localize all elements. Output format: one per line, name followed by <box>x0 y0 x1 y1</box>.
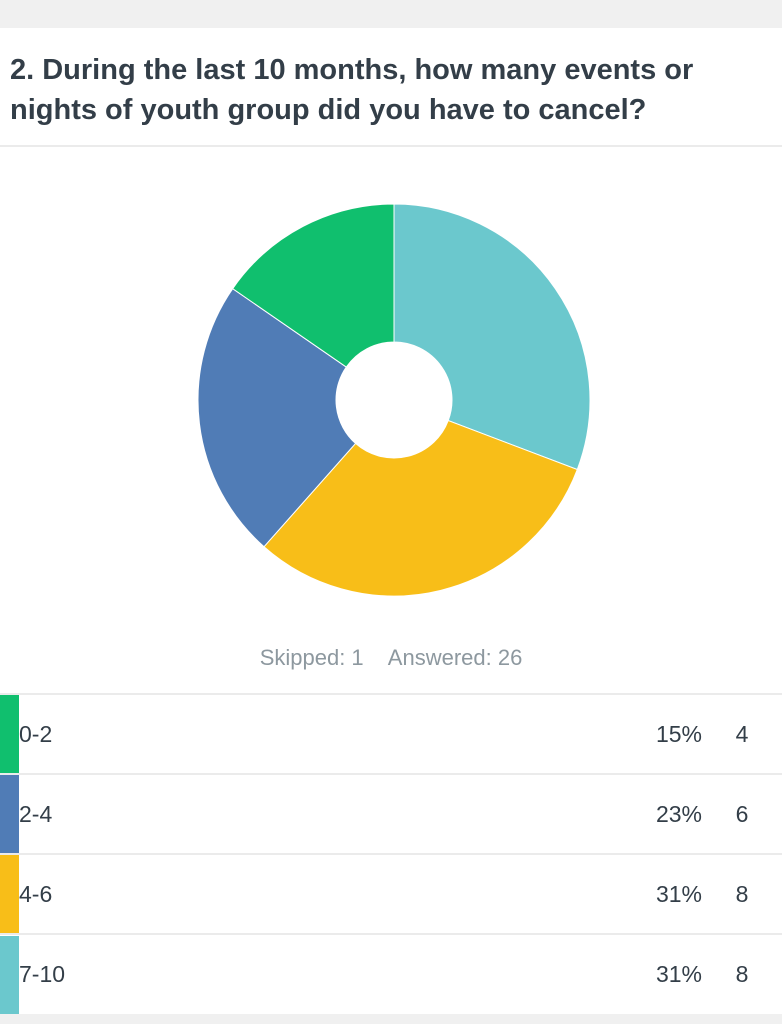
choice-count: 6 <box>735 800 749 827</box>
pie-slice-2-4 <box>197 287 357 548</box>
choice-percent: 31% <box>655 961 702 987</box>
donut-chart <box>197 203 591 597</box>
choice-percent: 31% <box>655 880 702 907</box>
answer-row: 0-2 15% 4 <box>0 694 782 774</box>
choice-percent: 23% <box>655 800 702 827</box>
swatch-cell <box>0 774 19 854</box>
swatch-cell <box>0 934 19 1014</box>
question-title: 2. During the last 10 months, how many e… <box>10 50 770 130</box>
question-card: 2. During the last 10 months, how many e… <box>0 28 782 1014</box>
choice-label: 4-6 <box>19 880 53 907</box>
choice-count: 8 <box>735 880 749 907</box>
color-swatch <box>0 855 19 933</box>
choice-count: 4 <box>735 720 749 747</box>
color-swatch <box>0 695 19 773</box>
answer-row: 4-6 31% 8 <box>0 854 782 934</box>
pie-slice-4-6 <box>263 419 578 597</box>
response-summary: Skipped: 1 Answered: 26 <box>0 645 782 671</box>
choice-label: 7-10 <box>19 961 66 987</box>
color-swatch <box>0 935 19 1014</box>
answered-count: Answered: 26 <box>387 645 523 670</box>
answer-row: 7-10 31% 8 <box>0 934 782 1014</box>
answer-row: 2-4 23% 6 <box>0 774 782 854</box>
choice-percent: 15% <box>655 720 702 747</box>
color-swatch <box>0 775 19 853</box>
skipped-count: Skipped: 1 <box>259 645 364 670</box>
choice-label: 0-2 <box>19 720 53 747</box>
pie-slice-0-2 <box>231 203 395 368</box>
question-title-line-2: nights of youth group did you have to ca… <box>10 94 647 126</box>
question-title-line-1: 2. During the last 10 months, how many e… <box>10 54 694 86</box>
pie-slice-7-10 <box>393 203 591 471</box>
title-divider <box>0 145 782 147</box>
swatch-cell <box>0 854 19 934</box>
swatch-cell <box>0 694 19 774</box>
choice-count: 8 <box>735 961 749 987</box>
choice-label: 2-4 <box>19 800 53 827</box>
answer-table: 0-2 15% 4 2-4 23% 6 4-6 31% 8 7-10 31% 8 <box>0 693 782 1014</box>
